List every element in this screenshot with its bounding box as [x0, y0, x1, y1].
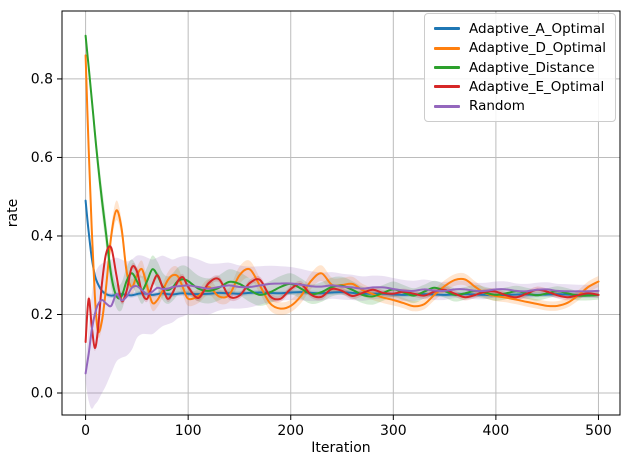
y-tick-label: 0.6: [31, 150, 53, 166]
x-tick-label: 0: [81, 423, 90, 439]
legend-item: Random: [434, 97, 607, 116]
x-axis-label: Iteration: [311, 440, 370, 456]
legend: Adaptive_A_Optimal Adaptive_D_Optimal Ad…: [424, 13, 616, 122]
axes-frame: [61, 10, 621, 416]
x-tick-label: 400: [483, 423, 510, 439]
y-tick-label: 0.8: [31, 71, 53, 87]
x-tick-label: 200: [277, 423, 304, 439]
series-line-Adaptive_E_Optimal: [84, 245, 600, 349]
legend-label: Adaptive_D_Optimal: [469, 40, 607, 57]
ticks: [57, 78, 599, 420]
legend-line-sample: [434, 27, 460, 31]
series-band-Adaptive_Distance: [85, 32, 599, 312]
tick-labels: 0 100 200 300 400 500 0.0 0.2 0.4 0.6 0.8: [31, 71, 612, 439]
series-lines: [84, 34, 600, 375]
series-band-Adaptive_D_Optimal: [85, 53, 599, 339]
legend-line-sample: [434, 104, 460, 108]
x-tick-label: 300: [380, 423, 407, 439]
legend-line-sample: [434, 85, 460, 89]
legend-item: Adaptive_Distance: [434, 58, 607, 77]
legend-label: Adaptive_A_Optimal: [469, 20, 605, 37]
y-axis-label: rate: [5, 199, 21, 227]
series-line-Adaptive_Distance: [84, 34, 600, 300]
series-band-Random: [85, 255, 599, 409]
x-tick-label: 500: [585, 423, 612, 439]
y-tick-label: 0.0: [31, 386, 53, 402]
x-tick-label: 100: [175, 423, 202, 439]
legend-item: Adaptive_D_Optimal: [434, 38, 607, 57]
legend-line-sample: [434, 66, 460, 70]
y-tick-label: 0.2: [31, 307, 53, 323]
legend-label: Adaptive_E_Optimal: [469, 78, 605, 95]
series-line-Random: [84, 282, 600, 375]
legend-item: Adaptive_E_Optimal: [434, 77, 607, 96]
legend-item: Adaptive_A_Optimal: [434, 19, 607, 38]
legend-line-sample: [434, 46, 460, 50]
legend-label: Random: [469, 98, 525, 115]
legend-label: Adaptive_Distance: [469, 59, 595, 76]
y-tick-label: 0.4: [31, 228, 53, 244]
